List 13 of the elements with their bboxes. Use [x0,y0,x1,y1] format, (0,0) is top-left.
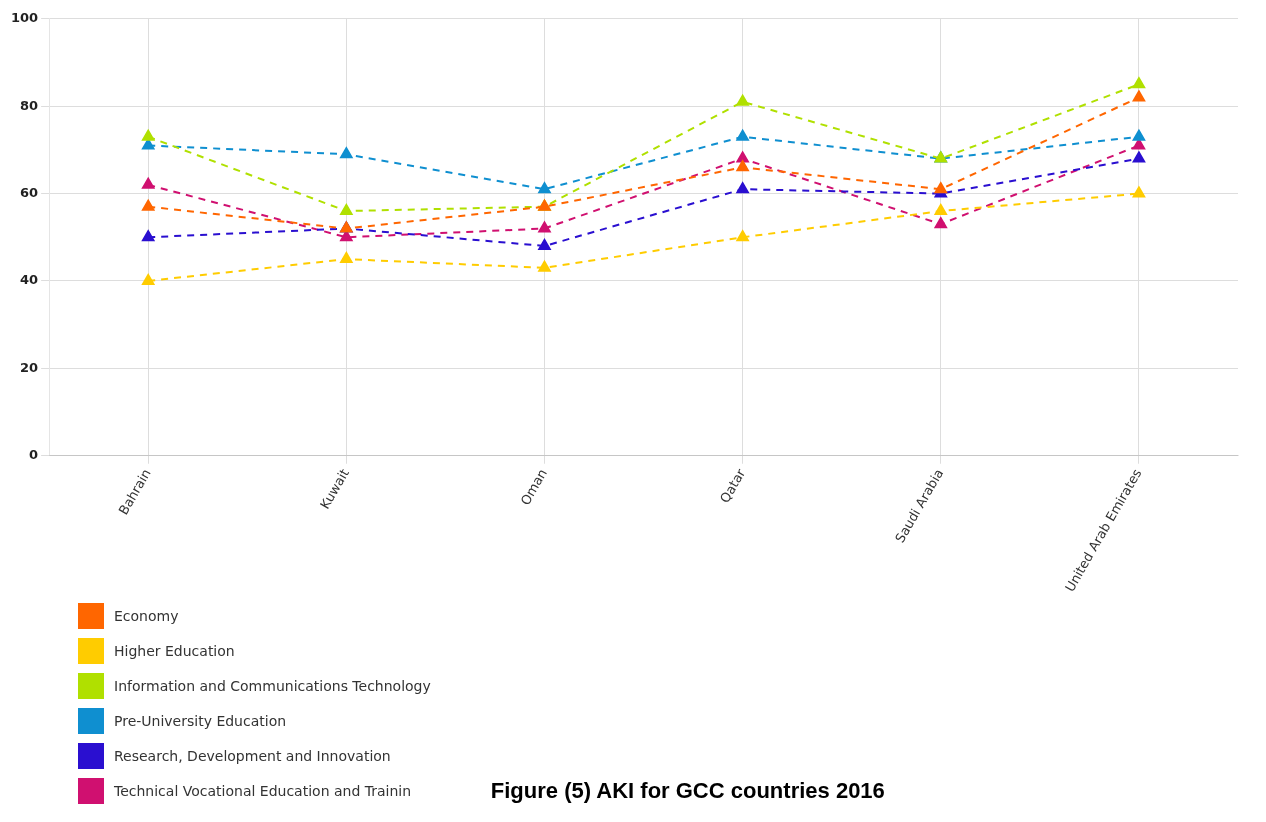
y-tick-label: 80 [20,97,39,113]
text: Figure (5) AKI for GCC countries 2016 [490,778,885,805]
y-tick-label: 100 [11,10,39,26]
y-tick-label: 40 [20,272,39,288]
legend-label: Economy [114,607,179,624]
legend-label: Technical Vocational Education and Trainin [114,782,412,799]
legend-label: Information and Communications Technology [114,677,431,694]
y-tick-label: 60 [20,184,39,200]
y-tick-label: 20 [20,359,39,375]
legend-label: Research, Development and Innovation [114,747,391,764]
legend-label: Higher Education [114,642,235,659]
legend-label: Pre-University Education [114,712,287,729]
y-tick-label: 0 [29,447,39,463]
